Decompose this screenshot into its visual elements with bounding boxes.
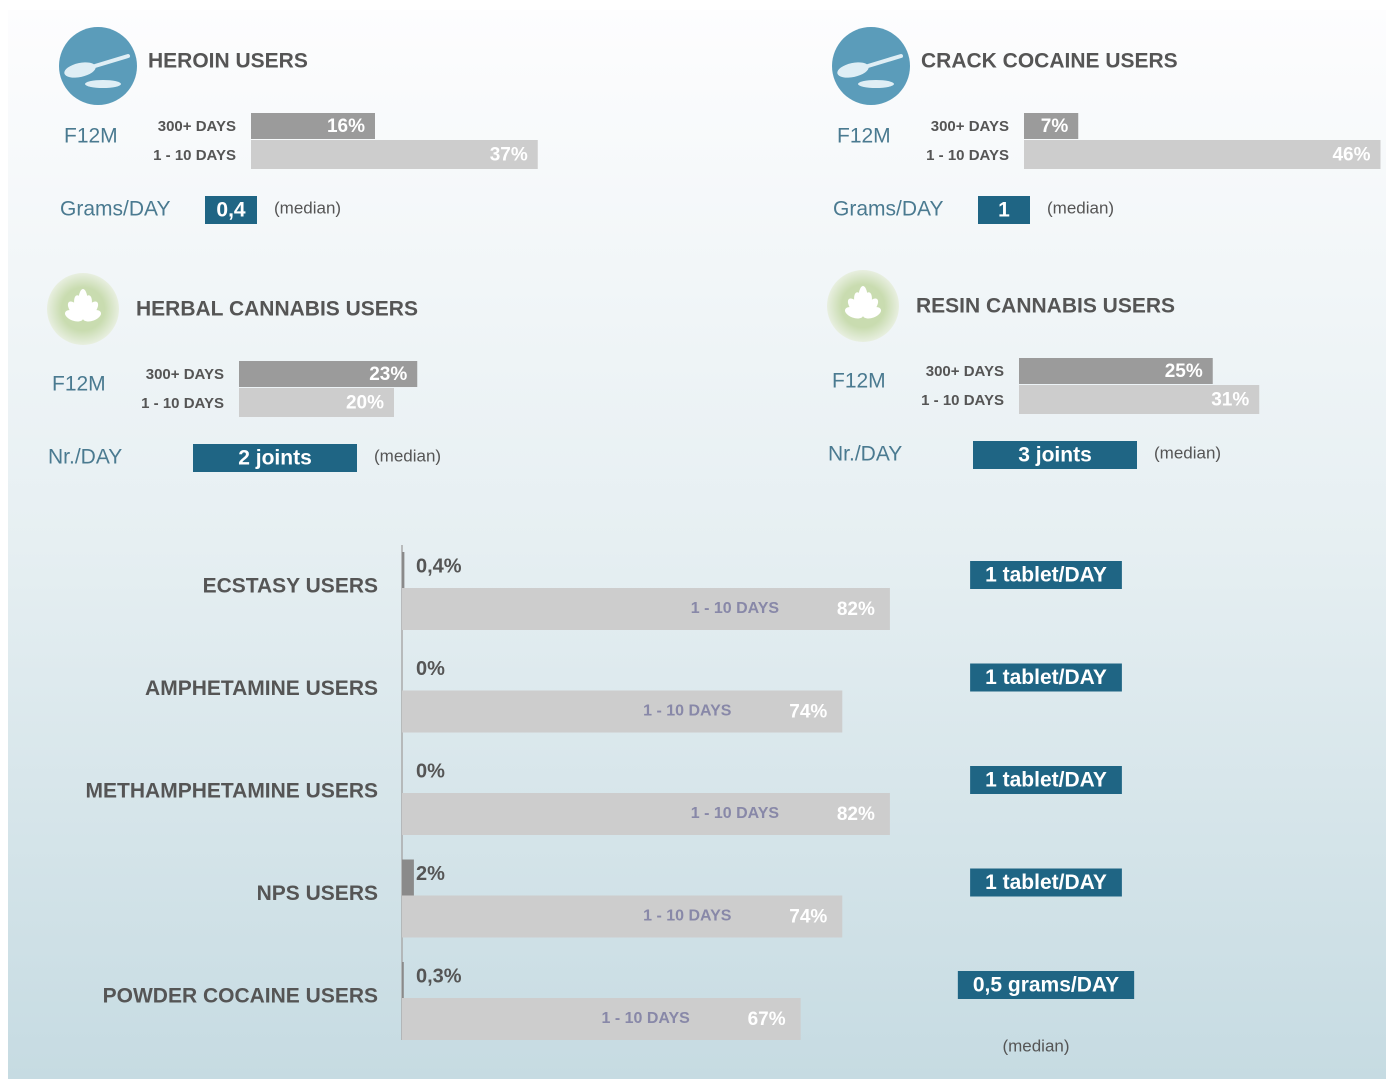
bar <box>1024 140 1381 169</box>
bar-value: 7% <box>1041 116 1069 137</box>
bar-label: 1 - 10 DAYS <box>926 147 1009 164</box>
row-title: AMPHETAMINE USERS <box>145 677 378 700</box>
occasional-label: 1 - 10 DAYS <box>691 600 780 617</box>
bar <box>239 361 418 387</box>
frequent-bar <box>402 552 405 594</box>
bottom-note: (median) <box>1002 1036 1069 1055</box>
bar <box>1019 358 1213 384</box>
occasional-label: 1 - 10 DAYS <box>643 703 732 720</box>
powder <box>858 80 894 88</box>
leaf-blade <box>78 289 88 319</box>
bar-label: 1 - 10 DAYS <box>153 147 236 164</box>
leaf-blade <box>858 286 868 316</box>
occasional-value: 82% <box>837 599 875 620</box>
panel-title: HEROIN USERS <box>148 50 308 73</box>
measure-value: 0,4 <box>216 199 246 222</box>
occasional-label: 1 - 10 DAYS <box>643 908 732 925</box>
period-label: F12M <box>64 125 118 148</box>
dose-value: 1 tablet/DAY <box>985 871 1107 894</box>
measure-box <box>973 441 1137 469</box>
frequent-value: 0% <box>416 760 445 782</box>
frequent-bar <box>402 859 414 902</box>
leaf-blade <box>82 310 102 322</box>
measure-box <box>205 196 257 224</box>
bar-value: 37% <box>490 145 528 166</box>
frequent-value: 0,3% <box>416 965 462 987</box>
measure-label: Grams/DAY <box>60 198 170 221</box>
measure-value: 3 joints <box>1018 444 1092 467</box>
panel-title: RESIN CANNABIS USERS <box>916 295 1175 318</box>
bar-label: 300+ DAYS <box>931 118 1009 135</box>
powder <box>85 80 121 88</box>
spoon-handle <box>93 54 130 68</box>
frequent-value: 2% <box>416 863 445 885</box>
occasional-label: 1 - 10 DAYS <box>601 1010 690 1027</box>
occasional-bar <box>402 998 801 1040</box>
bar <box>1024 113 1079 139</box>
measure-box <box>193 444 357 472</box>
period-label: F12M <box>837 125 891 148</box>
median-note: (median) <box>374 446 441 465</box>
frequent-value: 0,4% <box>416 555 462 577</box>
row-title: POWDER COCAINE USERS <box>103 985 378 1008</box>
measure-box <box>978 196 1030 224</box>
median-note: (median) <box>1047 198 1114 217</box>
row-title: ECSTASY USERS <box>203 575 378 598</box>
dose-value: 1 tablet/DAY <box>985 666 1107 689</box>
occasional-bar <box>402 588 890 630</box>
bar <box>1019 385 1260 414</box>
leaf-blade <box>862 307 882 319</box>
period-label: F12M <box>52 373 106 396</box>
dose-value: 1 tablet/DAY <box>985 564 1107 587</box>
occasional-value: 74% <box>789 702 827 723</box>
dose-value: 0,5 grams/DAY <box>973 974 1119 997</box>
occasional-value: 82% <box>837 804 875 825</box>
bar-value: 20% <box>346 393 384 414</box>
panel-title: CRACK COCAINE USERS <box>921 50 1178 73</box>
median-note: (median) <box>1154 443 1221 462</box>
dose-box <box>957 971 1135 999</box>
occasional-label: 1 - 10 DAYS <box>691 805 780 822</box>
frequent-bar <box>402 962 404 1004</box>
bar-value: 16% <box>327 116 365 137</box>
bar-value: 31% <box>1211 390 1249 411</box>
measure-label: Nr./DAY <box>48 446 122 469</box>
bar-label: 300+ DAYS <box>158 118 236 135</box>
dose-box <box>970 766 1122 794</box>
row-title: METHAMPHETAMINE USERS <box>86 780 378 803</box>
occasional-bar <box>402 690 843 733</box>
spoon-handle <box>866 54 903 68</box>
bar-label: 300+ DAYS <box>146 366 224 383</box>
spoon-bowl <box>64 62 96 78</box>
measure-value: 2 joints <box>238 447 312 470</box>
dose-value: 1 tablet/DAY <box>985 769 1107 792</box>
bar-label: 300+ DAYS <box>926 363 1004 380</box>
measure-label: Nr./DAY <box>828 443 902 466</box>
dose-box <box>970 561 1122 589</box>
measure-value: 1 <box>998 199 1010 222</box>
occasional-bar <box>402 793 890 835</box>
bar <box>251 140 538 169</box>
occasional-value: 74% <box>789 907 827 928</box>
frequent-value: 0% <box>416 658 445 680</box>
spoon-bowl <box>837 62 869 78</box>
row-title: NPS USERS <box>257 882 378 905</box>
bar-label: 1 - 10 DAYS <box>921 392 1004 409</box>
bar-label: 1 - 10 DAYS <box>141 395 224 412</box>
bar <box>239 388 394 417</box>
measure-label: Grams/DAY <box>833 198 943 221</box>
bar-value: 23% <box>369 364 407 385</box>
occasional-value: 67% <box>748 1009 786 1030</box>
dose-box <box>970 663 1122 692</box>
bar-value: 25% <box>1165 361 1203 382</box>
occasional-bar <box>402 895 843 938</box>
period-label: F12M <box>832 370 886 393</box>
dose-box <box>970 868 1122 897</box>
panel-title: HERBAL CANNABIS USERS <box>136 298 418 321</box>
bar <box>251 113 375 139</box>
median-note: (median) <box>274 198 341 217</box>
bar-value: 46% <box>1332 145 1370 166</box>
